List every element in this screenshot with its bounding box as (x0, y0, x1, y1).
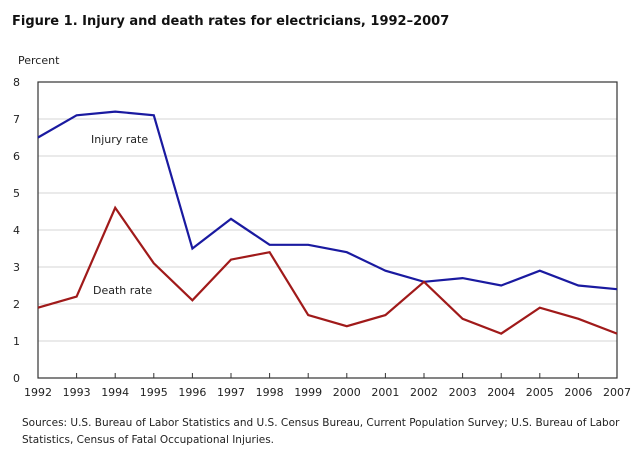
x-tick-label: 2006 (564, 386, 592, 399)
y-tick-label: 3 (13, 261, 20, 274)
x-tick-label: 1993 (63, 386, 91, 399)
plot-frame (37, 81, 618, 379)
x-tick-label: 1997 (217, 386, 245, 399)
chart-title: Figure 1. Injury and death rates for ele… (12, 14, 450, 29)
series-line-injury (37, 110, 618, 291)
y-tick-label: 1 (13, 335, 20, 348)
y-tick-label: 8 (13, 76, 20, 89)
series-line-death (37, 205, 618, 335)
x-tick-label: 2004 (487, 386, 515, 399)
y-tick-label: 5 (13, 187, 20, 200)
y-tick-label: 2 (13, 298, 20, 311)
x-tick-label: 2005 (526, 386, 554, 399)
x-tick-label: 1998 (256, 386, 284, 399)
x-tick-label: 2003 (449, 386, 477, 399)
y-tick-label: 6 (13, 150, 20, 163)
x-tick-label: 2002 (410, 386, 438, 399)
y-tick-label: 7 (13, 113, 20, 126)
chart-sources: Sources: U.S. Bureau of Labor Statistics… (22, 417, 620, 446)
x-tick-label: 1994 (101, 386, 129, 399)
x-tick-label: 1992 (24, 386, 52, 399)
y-tick-label: 0 (13, 372, 20, 385)
y-axis-label: Percent (18, 54, 60, 67)
series-label: Death rate (93, 284, 152, 297)
x-tick-label: 1995 (140, 386, 168, 399)
x-tick-label: 1996 (178, 386, 206, 399)
x-tick-label: 2000 (333, 386, 361, 399)
y-tick-label: 4 (13, 224, 20, 237)
x-tick-label: 2007 (603, 386, 631, 399)
x-tick-label: 2001 (371, 386, 399, 399)
x-tick-label: 1999 (294, 386, 322, 399)
series-label: Injury rate (91, 133, 148, 146)
